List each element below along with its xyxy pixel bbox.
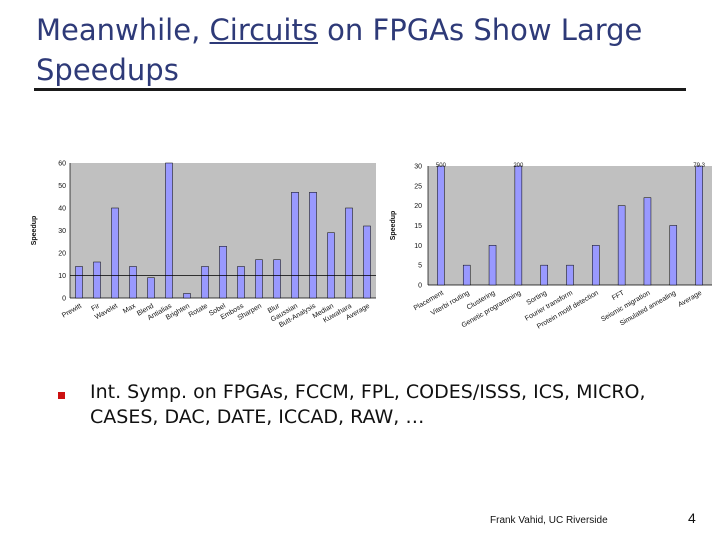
y-axis-label: Speedup (390, 211, 397, 241)
bar-prewitt (75, 266, 83, 299)
bar-kuwahara (345, 207, 353, 299)
bullet-icon (58, 392, 65, 399)
clipped-value-label: 500 (436, 163, 447, 169)
y-tick-label: 10 (414, 243, 422, 250)
bar-simulated-annealing (669, 225, 678, 286)
slide-title: Meanwhile, Circuits on FPGAs Show Large … (36, 10, 676, 90)
bar-blend (147, 277, 155, 299)
x-tick-label: Prewitt (61, 303, 83, 320)
bar-sobel (219, 246, 227, 299)
bar-butt-analysis (309, 192, 317, 299)
y-tick-label: 30 (58, 228, 66, 235)
y-tick-label: 0 (418, 283, 422, 290)
clipped-value-label: 200 (513, 163, 524, 169)
y-tick-label: 40 (58, 206, 66, 213)
y-axis-label: Speedup (31, 216, 38, 246)
bar-median (327, 232, 335, 299)
bar-genetic-programming (514, 165, 523, 286)
y-tick-label: 15 (414, 223, 422, 230)
x-tick-label: Rotate (188, 303, 209, 319)
page-number: 4 (688, 510, 696, 526)
bar-wavelet (111, 207, 119, 299)
bar-max (129, 266, 137, 299)
bar-emboss (237, 266, 245, 299)
y-tick-label: 30 (414, 164, 422, 171)
bar-sorting (540, 264, 548, 286)
x-tick-label: FFT (611, 289, 626, 302)
title-pre: Meanwhile, (36, 13, 210, 47)
bar-rotate (201, 266, 209, 299)
bar-average (363, 225, 371, 299)
y-tick-label: 25 (414, 183, 422, 190)
y-tick-label: 0 (62, 296, 66, 303)
y-tick-label: 60 (58, 161, 66, 168)
x-tick-label: Max (122, 302, 137, 315)
bar-fft (617, 205, 626, 286)
x-tick-label: Average (677, 290, 703, 309)
y-tick-label: 10 (58, 273, 66, 280)
bar-protein-motif-detection (592, 245, 600, 286)
bar-seismic-migration (643, 197, 652, 286)
bar-average (695, 165, 703, 286)
bar-gaussian (291, 192, 299, 299)
bar-blur (273, 259, 281, 299)
bullet-text: Int. Symp. on FPGAs, FCCM, FPL, CODES/IS… (90, 381, 646, 428)
x-tick-label: Fir (90, 302, 101, 312)
bar-brighten (183, 293, 191, 299)
y-tick-label: 5 (418, 263, 422, 270)
bar-fourier-transform (566, 264, 574, 286)
bar-antialias (165, 162, 173, 299)
title-post: on FPGAs Show Large Speedups (36, 13, 643, 87)
y-tick-label: 50 (58, 183, 66, 190)
y-tick-label: 20 (58, 251, 66, 258)
y-tick-label: 20 (414, 203, 422, 210)
bar-clustering (488, 245, 497, 286)
title-rule (34, 88, 686, 91)
title-link-circuits[interactable]: Circuits (209, 13, 318, 47)
footer-author: Frank Vahid, UC Riverside (490, 515, 608, 526)
bar-placement (437, 165, 445, 286)
bar-fir (93, 261, 101, 299)
bar-sharpen (255, 259, 263, 299)
bar-viterbi-routing (462, 264, 471, 286)
clipped-value-label: 79.3 (693, 163, 705, 169)
